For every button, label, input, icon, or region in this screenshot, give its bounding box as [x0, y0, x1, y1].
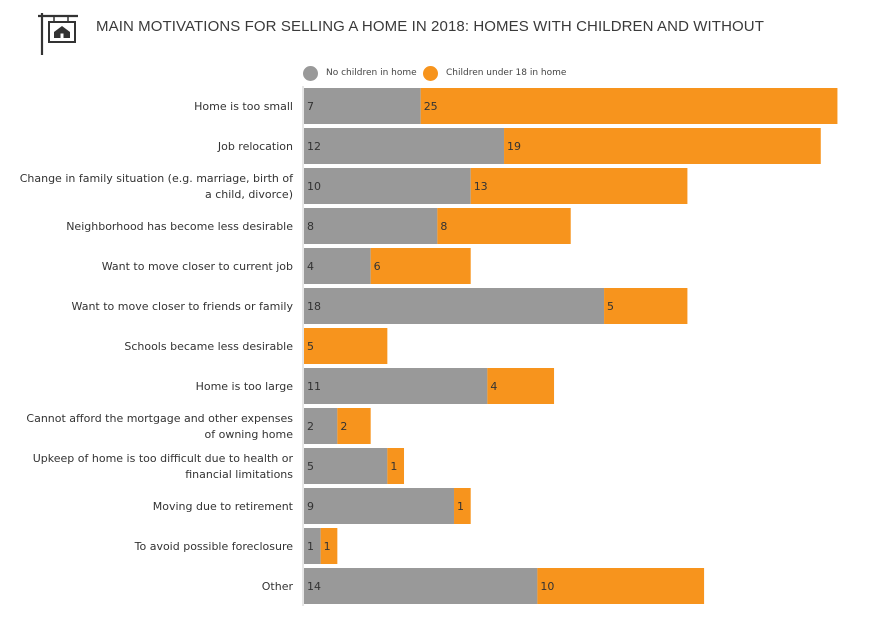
bar-children: [304, 328, 388, 364]
bar-no-children: [304, 568, 538, 604]
house-sign-icon: [38, 13, 78, 55]
data-label-children: 1: [457, 500, 464, 513]
bar-no-children: [304, 448, 388, 484]
data-label-children: 4: [490, 380, 497, 393]
data-label-children: 10: [540, 580, 554, 593]
bar-children: [370, 248, 471, 284]
legend-swatch-children: [423, 65, 438, 81]
legend-label-children: Children under 18 in home: [446, 68, 567, 78]
category-label: Job relocation: [217, 140, 293, 153]
category-label: Home is too large: [196, 380, 294, 393]
bar-no-children: [304, 128, 505, 164]
chart-title: MAIN MOTIVATIONS FOR SELLING A HOME IN 2…: [96, 18, 764, 35]
bar-no-children: [304, 248, 371, 284]
category-label: Cannot afford the mortgage and other exp…: [26, 412, 293, 441]
data-label-no-children: 7: [307, 100, 314, 113]
bar-no-children: [304, 488, 455, 524]
data-label-no-children: 11: [307, 380, 321, 393]
category-label: Want to move closer to friends or family: [72, 300, 294, 313]
data-label-children: 2: [340, 420, 347, 433]
data-label-children: 1: [390, 460, 397, 473]
bar-children: [437, 208, 571, 244]
category-label: Change in family situation (e.g. marriag…: [20, 172, 294, 201]
data-label-no-children: 1: [307, 540, 314, 553]
data-label-children: 8: [440, 220, 447, 233]
category-label: Neighborhood has become less desirable: [66, 220, 293, 233]
data-label-no-children: 5: [307, 460, 314, 473]
category-label: Upkeep of home is too difficult due to h…: [33, 452, 294, 481]
data-label-no-children: 10: [307, 180, 321, 193]
legend-swatch-no-children: [303, 65, 318, 81]
bar-children: [487, 368, 555, 404]
legend-label-no-children: No children in home: [326, 68, 417, 78]
data-label-no-children: 12: [307, 140, 321, 153]
data-label-children: 5: [607, 300, 614, 313]
legend-item-no-children: No children in home: [303, 64, 417, 82]
data-label-no-children: 8: [307, 220, 314, 233]
data-label-children: 6: [374, 260, 381, 273]
category-label: Schools became less desirable: [124, 340, 293, 353]
category-label: To avoid possible foreclosure: [134, 540, 294, 553]
bar-no-children: [304, 528, 321, 564]
data-label-children: 25: [424, 100, 438, 113]
bar-children: [537, 568, 705, 604]
data-label-no-children: 9: [307, 500, 314, 513]
bar-no-children: [304, 168, 471, 204]
category-label: Other: [262, 580, 294, 593]
data-label-no-children: 14: [307, 580, 321, 593]
bar-children: [454, 488, 471, 524]
bar-no-children: [304, 88, 421, 124]
bar-no-children: [304, 408, 338, 444]
bar-children: [320, 528, 338, 564]
data-label-children: 13: [474, 180, 488, 193]
category-label: Want to move closer to current job: [102, 260, 293, 273]
bar-no-children: [304, 288, 605, 324]
bar-children: [420, 88, 838, 124]
data-label-no-children: 4: [307, 260, 314, 273]
data-label-children: 5: [307, 340, 314, 353]
bar-children: [470, 168, 688, 204]
bar-children: [604, 288, 688, 324]
data-label-no-children: 18: [307, 300, 321, 313]
bar-children: [504, 128, 821, 164]
data-label-children: 1: [324, 540, 331, 553]
bar-no-children: [304, 368, 488, 404]
bar-no-children: [304, 208, 438, 244]
category-label: Home is too small: [194, 100, 293, 113]
category-label: Moving due to retirement: [153, 500, 294, 513]
data-label-children: 19: [507, 140, 521, 153]
legend-item-children: Children under 18 in home: [423, 64, 566, 82]
bar-children: [387, 448, 405, 484]
data-label-no-children: 2: [307, 420, 314, 433]
bar-children: [337, 408, 371, 444]
